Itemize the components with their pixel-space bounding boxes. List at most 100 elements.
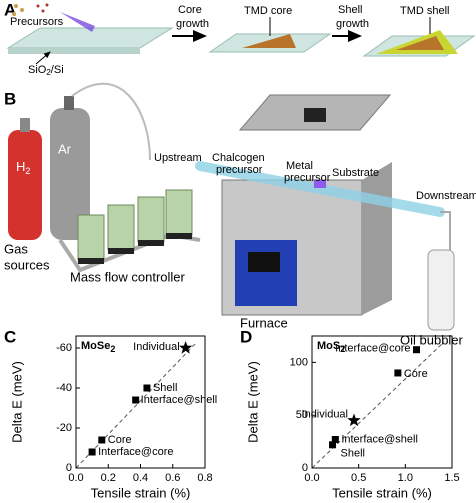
y-tick-label: 0 (302, 462, 308, 474)
flow-arrow (60, 12, 95, 32)
label: H2 (16, 159, 30, 176)
text: MoS (317, 340, 340, 352)
point (347, 413, 361, 427)
trend-line (311, 341, 445, 469)
point-label: Core (108, 434, 132, 446)
precursor-dots (12, 4, 24, 16)
y-axis-label: Delta E (meV) (9, 361, 24, 443)
panel-label: C (4, 327, 16, 346)
label: precursor (216, 164, 263, 176)
x-axis-label: Tensile strain (%) (332, 485, 432, 500)
handle (304, 108, 326, 122)
substrate (6, 27, 174, 49)
x-tick-label: 0.0 (304, 472, 319, 484)
point (98, 436, 106, 444)
point-label: Shell (341, 448, 365, 460)
y-tick-label: -20 (56, 422, 72, 434)
x-tick-label: 0.2 (101, 472, 116, 484)
label: Precursors (10, 16, 64, 28)
x-tick-label: 0.5 (351, 472, 366, 484)
chart-title: MoS2 (317, 340, 345, 354)
x-axis-label: Tensile strain (%) (91, 485, 191, 500)
core-flake (396, 36, 444, 50)
display (248, 252, 280, 272)
y-tick-label: 0 (66, 462, 72, 474)
point (331, 435, 339, 443)
text: MoSe (81, 340, 110, 352)
point (132, 396, 140, 404)
label: Ar (58, 141, 72, 156)
label: Gas (4, 241, 28, 256)
control-panel (235, 240, 297, 306)
label: Downstream (416, 190, 476, 202)
point-label: Individual (133, 341, 179, 353)
label: Metal (286, 160, 313, 172)
point (413, 346, 421, 354)
panel-label: D (240, 327, 252, 346)
substrate-side (8, 48, 140, 54)
substrate-boat (314, 180, 326, 188)
point-label: Shell (153, 382, 177, 394)
point (143, 384, 151, 392)
exhaust-line (440, 211, 451, 250)
valve (20, 118, 30, 132)
chart-title: MoSe2 (81, 340, 115, 354)
panel-label: B (4, 89, 16, 108)
y-tick-label: 50 (296, 409, 308, 421)
point-label: Interface@core (335, 343, 410, 355)
gas-cylinder (8, 130, 42, 240)
text: 2 (340, 344, 345, 354)
x-tick-label: 1.0 (398, 472, 413, 484)
label: precursor (284, 172, 331, 184)
x-tick-label: 0.8 (197, 472, 212, 484)
point (179, 341, 193, 354)
quartz-tube (195, 161, 445, 217)
mass-flow-controllers (77, 189, 193, 264)
core-flake (242, 34, 296, 48)
furnace-side (362, 162, 392, 315)
point-label: Interface@shell (341, 433, 418, 445)
y-tick-label: -60 (56, 342, 72, 354)
label: sources (4, 257, 50, 272)
label: Core (178, 4, 202, 16)
gas-line (71, 82, 151, 161)
label: TMD core (244, 5, 292, 17)
x-tick-label: 1.5 (444, 472, 459, 484)
text: 2 (110, 344, 115, 354)
point (88, 448, 96, 456)
plot-frame (311, 335, 453, 469)
bubbler (427, 249, 455, 331)
trend-line (75, 341, 198, 469)
label: Chalcogen (212, 152, 265, 164)
label: Shell (338, 4, 362, 16)
y-tick-label: 100 (290, 356, 308, 368)
x-tick-label: 0.4 (133, 472, 148, 484)
point-label: Core (404, 368, 428, 380)
label: Upstream (154, 152, 202, 164)
label: Furnace (240, 315, 288, 330)
point (394, 369, 402, 377)
pointer (35, 51, 51, 65)
gas-cylinder (50, 108, 90, 240)
point (329, 441, 337, 449)
x-tick-label: 0.0 (68, 472, 83, 484)
point-label: Interface@shell (141, 394, 218, 406)
label: TMD shell (400, 5, 450, 17)
y-tick-label: -40 (56, 382, 72, 394)
point-label: Individual (302, 408, 348, 420)
text: 2 (25, 166, 30, 176)
valve (64, 96, 74, 110)
text: /Si (51, 64, 64, 76)
label: SiO2/Si (28, 64, 64, 77)
precursor-dots (36, 3, 49, 13)
text: H (16, 159, 25, 174)
text: SiO (28, 64, 47, 76)
label: Mass flow controller (70, 269, 186, 284)
x-tick-label: 0.6 (165, 472, 180, 484)
text: 2 (46, 68, 51, 77)
label: growth (336, 18, 369, 30)
point-label: Interface@core (98, 446, 173, 458)
label: Substrate (332, 167, 379, 179)
label: growth (176, 18, 209, 30)
